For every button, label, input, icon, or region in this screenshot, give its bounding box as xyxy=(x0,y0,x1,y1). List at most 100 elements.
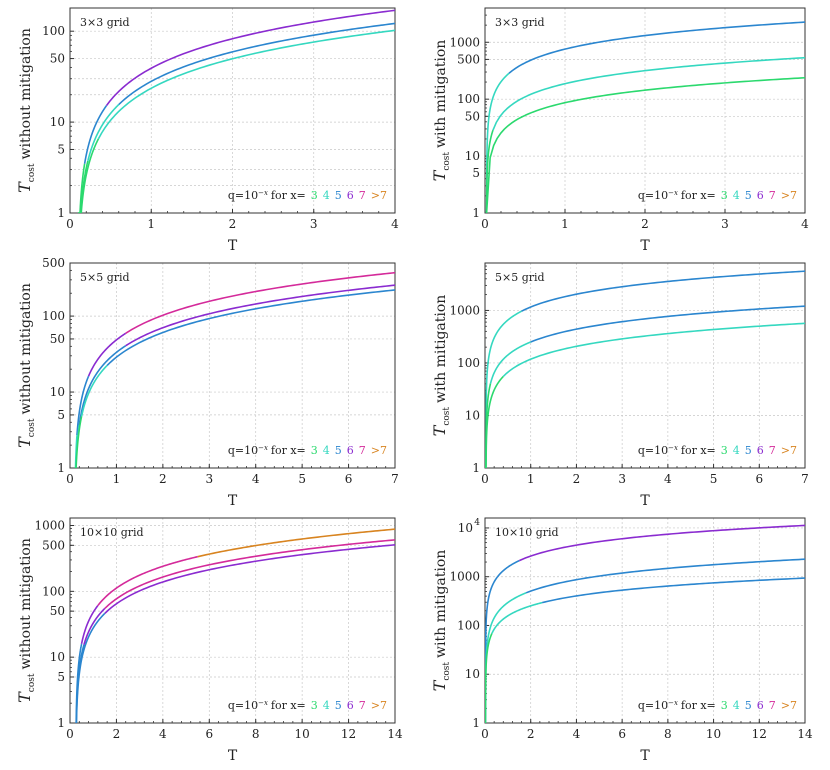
series-lower-segment-2 xyxy=(80,364,108,417)
legend-middle: for x= xyxy=(271,189,306,202)
series-middle-segment-2 xyxy=(78,345,127,425)
y-tick-label: 1 xyxy=(472,461,480,475)
y-tick-label: 50 xyxy=(50,604,65,618)
legend: q=10−x for x= 3 4 5 6 7 >7 xyxy=(638,189,797,202)
y-tick-label: 50 xyxy=(50,52,65,66)
y-tick-label: 100 xyxy=(42,584,65,598)
y-tick-label: 10 xyxy=(465,667,480,681)
legend-entry-x3: 3 xyxy=(721,444,728,457)
series-upper-segment-1 xyxy=(485,72,510,213)
x-axis-title: T xyxy=(228,748,238,764)
series-lower-segment-2 xyxy=(104,544,395,614)
x-tick-label: 1 xyxy=(561,217,569,231)
series-group xyxy=(485,270,805,468)
series-lower-segment-1 xyxy=(77,138,100,213)
legend-entry-x3: 3 xyxy=(311,699,318,712)
x-tick-label: 10 xyxy=(706,727,721,741)
legend-entry-x5: 5 xyxy=(335,699,342,712)
y-axis-title-subscript: cost xyxy=(442,662,452,681)
series-upper-segment-4 xyxy=(125,271,395,334)
series-upper-segment-2 xyxy=(508,21,805,74)
series-upper-segment-1 xyxy=(485,310,522,468)
y-axis-title-text: with mitigation xyxy=(433,295,449,403)
y-tick-label: 1 xyxy=(57,461,65,475)
series-lower-segment-3 xyxy=(106,289,395,367)
y-axis-title: Tcost without mitigation xyxy=(15,538,37,703)
y-axis-title-text: without mitigation xyxy=(18,28,34,159)
y-axis-title-symbol: T xyxy=(430,169,449,181)
y-axis-title-subscript: cost xyxy=(27,163,37,182)
x-tick-label: 4 xyxy=(159,727,167,741)
legend-entry-x5: 5 xyxy=(745,699,752,712)
x-tick-label: 0 xyxy=(481,472,489,486)
x-tick-label: 1 xyxy=(527,472,535,486)
y-axis-title: Tcost with mitigation xyxy=(430,550,452,692)
x-tick-label: 1 xyxy=(147,217,155,231)
panel-grid-label: 5×5 grid xyxy=(495,271,545,284)
legend-entry-x4: 4 xyxy=(733,189,740,202)
x-tick-label: 2 xyxy=(641,217,649,231)
x-tick-label: 2 xyxy=(159,472,167,486)
series-upper-segment-3 xyxy=(105,9,395,106)
legend-middle: for x= xyxy=(681,189,716,202)
series-lower-segment-1 xyxy=(75,612,106,723)
legend-entry-gt7: >7 xyxy=(781,444,797,457)
legend: q=10−x for x= 3 4 5 6 7 >7 xyxy=(638,699,797,712)
legend-exponent: −x xyxy=(258,189,268,197)
y-axis-title-symbol: T xyxy=(15,691,34,703)
panel-grid-label: 5×5 grid xyxy=(80,271,130,284)
x-tick-label: 0 xyxy=(66,217,74,231)
x-tick-label: 10 xyxy=(295,727,310,741)
legend-entry-x7: 7 xyxy=(769,189,776,202)
series-middle-segment-1 xyxy=(77,160,89,213)
legend: q=10−x for x= 3 4 5 6 7 >7 xyxy=(228,444,387,457)
legend-entry-x4: 4 xyxy=(323,189,330,202)
x-tick-label: 1 xyxy=(113,472,121,486)
y-axis-title-text: with mitigation xyxy=(433,550,449,658)
y-axis-title-subscript: cost xyxy=(442,407,452,426)
plot-frame xyxy=(484,517,806,724)
series-upper-segment-2 xyxy=(76,375,90,436)
y-axis-title-symbol: T xyxy=(15,181,34,193)
y-axis-title-text: with mitigation xyxy=(433,40,449,148)
x-tick-label: 2 xyxy=(229,217,237,231)
legend-entry-x6: 6 xyxy=(347,189,354,202)
series-group xyxy=(485,524,805,723)
legend-exponent: −x xyxy=(668,699,678,707)
y-tick-label: 10 xyxy=(50,385,65,399)
x-tick-label: 8 xyxy=(664,727,672,741)
y-tick-label: 5 xyxy=(472,166,480,180)
legend-prefix: q=10 xyxy=(638,699,668,712)
y-tick-label: 5 xyxy=(57,142,65,156)
legend-entry-x6: 6 xyxy=(347,699,354,712)
series-upper-segment-2 xyxy=(518,524,805,562)
series-upper-segment-2 xyxy=(521,270,805,312)
series-middle-segment-2 xyxy=(489,341,532,384)
y-axis-title-text: without mitigation xyxy=(18,538,34,669)
legend-entry-gt7: >7 xyxy=(371,699,387,712)
legend-entry-x4: 4 xyxy=(323,699,330,712)
x-tick-label: 4 xyxy=(391,217,399,231)
series-lower-segment-3 xyxy=(541,577,805,604)
x-tick-label: 7 xyxy=(801,472,809,486)
legend-middle: for x= xyxy=(271,444,306,457)
legend-entry-x3: 3 xyxy=(311,189,318,202)
legend-entry-gt7: >7 xyxy=(371,444,387,457)
legend-entry-x5: 5 xyxy=(335,189,342,202)
x-tick-label: 14 xyxy=(387,727,403,741)
x-tick-label: 2 xyxy=(527,727,535,741)
series-lower-segment-1 xyxy=(485,375,504,468)
y-tick-label: 50 xyxy=(50,332,65,346)
legend-entry-x3: 3 xyxy=(721,699,728,712)
panel-grid-label: 3×3 grid xyxy=(495,16,545,29)
y-axis-title-subscript: cost xyxy=(27,673,37,692)
y-axis-title-subscript: cost xyxy=(27,418,37,437)
series-lower-segment-1 xyxy=(73,415,83,468)
y-tick-label: 1 xyxy=(57,206,65,220)
series-lower-segment-2 xyxy=(491,601,543,634)
y-axis-title-text: without mitigation xyxy=(18,283,34,414)
legend-entry-x5: 5 xyxy=(335,444,342,457)
